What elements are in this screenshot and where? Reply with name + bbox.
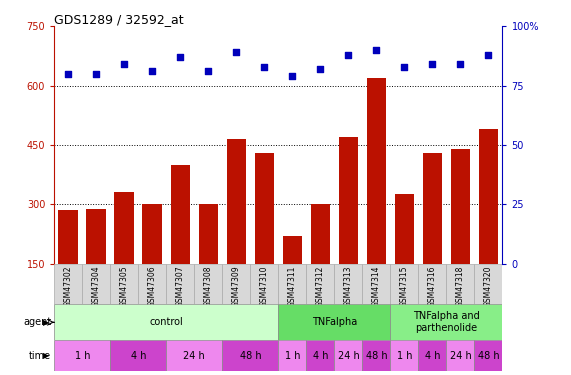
Bar (475, 340, 502, 371)
Point (484, 52, 493, 58)
Bar (166, 264, 194, 305)
Bar (110, 340, 166, 371)
Point (316, 66, 325, 72)
Bar (255, 153, 274, 323)
Text: GSM47314: GSM47314 (372, 266, 381, 307)
Bar (166, 340, 222, 371)
Text: GSM47306: GSM47306 (148, 266, 157, 308)
Bar (54, 340, 110, 371)
Bar (478, 129, 498, 323)
Bar (227, 139, 246, 323)
Bar (423, 153, 443, 323)
Text: ▶: ▶ (43, 351, 50, 360)
Bar (447, 264, 475, 305)
Bar (194, 264, 222, 305)
Bar (283, 236, 302, 323)
Text: 1 h: 1 h (74, 351, 90, 361)
Text: GSM47308: GSM47308 (204, 266, 213, 307)
Bar (114, 192, 134, 323)
Text: 24 h: 24 h (183, 351, 205, 361)
Text: GSM47302: GSM47302 (64, 266, 73, 307)
Bar (307, 340, 335, 371)
Text: GSM47309: GSM47309 (232, 266, 241, 308)
Text: TNFalpha and
parthenolide: TNFalpha and parthenolide (413, 312, 480, 333)
Text: GSM47313: GSM47313 (344, 266, 353, 307)
Bar (447, 340, 475, 371)
Bar (199, 204, 218, 323)
Bar (339, 137, 358, 323)
Bar (419, 264, 447, 305)
Text: 1 h: 1 h (397, 351, 412, 361)
Point (92, 71, 101, 77)
Bar (138, 264, 166, 305)
Text: control: control (150, 317, 183, 327)
Bar (419, 340, 447, 371)
Text: GSM47307: GSM47307 (176, 266, 185, 308)
Text: time: time (29, 351, 51, 361)
Text: GSM47312: GSM47312 (316, 266, 325, 307)
Point (176, 54, 185, 60)
Bar (279, 264, 307, 305)
Bar (222, 340, 279, 371)
Bar (363, 340, 391, 371)
Text: ▶: ▶ (43, 318, 50, 327)
Text: 4 h: 4 h (313, 351, 328, 361)
Text: 48 h: 48 h (478, 351, 499, 361)
Bar (391, 340, 419, 371)
Text: GSM47304: GSM47304 (92, 266, 100, 308)
Text: 24 h: 24 h (449, 351, 471, 361)
Point (120, 61, 129, 67)
Bar (311, 204, 330, 323)
Text: GSM47305: GSM47305 (120, 266, 129, 308)
Bar (58, 210, 78, 323)
Text: 48 h: 48 h (240, 351, 261, 361)
Point (288, 73, 297, 79)
Bar (279, 340, 307, 371)
Text: GSM47320: GSM47320 (484, 266, 493, 307)
Text: TNFalpha: TNFalpha (312, 317, 357, 327)
Bar (279, 304, 391, 340)
Bar (307, 264, 335, 305)
Text: 4 h: 4 h (425, 351, 440, 361)
Bar (451, 149, 471, 323)
Bar (335, 340, 363, 371)
Text: agent: agent (23, 317, 51, 327)
Bar (222, 264, 250, 305)
Bar (391, 304, 502, 340)
Bar (391, 264, 419, 305)
Point (400, 64, 409, 70)
Bar (395, 194, 414, 323)
Point (204, 68, 213, 74)
Bar (335, 264, 363, 305)
Text: 4 h: 4 h (131, 351, 146, 361)
Bar (54, 264, 82, 305)
Point (456, 61, 465, 67)
Text: GSM47316: GSM47316 (428, 266, 437, 307)
Point (372, 47, 381, 53)
Text: GSM47318: GSM47318 (456, 266, 465, 307)
Bar (110, 264, 138, 305)
Point (148, 68, 157, 74)
Bar (475, 264, 502, 305)
Text: GSM47310: GSM47310 (260, 266, 269, 307)
Bar (367, 78, 386, 323)
Bar (143, 204, 162, 323)
Bar (363, 264, 391, 305)
Text: GSM47315: GSM47315 (400, 266, 409, 307)
Text: 24 h: 24 h (337, 351, 359, 361)
Text: GSM47311: GSM47311 (288, 266, 297, 307)
Point (232, 50, 241, 55)
Text: GDS1289 / 32592_at: GDS1289 / 32592_at (54, 13, 184, 26)
Bar (250, 264, 279, 305)
Bar (171, 165, 190, 323)
Point (260, 64, 269, 70)
Point (64, 71, 73, 77)
Bar (82, 264, 110, 305)
Bar (54, 304, 279, 340)
Text: 1 h: 1 h (284, 351, 300, 361)
Point (428, 61, 437, 67)
Bar (86, 210, 106, 323)
Point (344, 52, 353, 58)
Text: 48 h: 48 h (365, 351, 387, 361)
